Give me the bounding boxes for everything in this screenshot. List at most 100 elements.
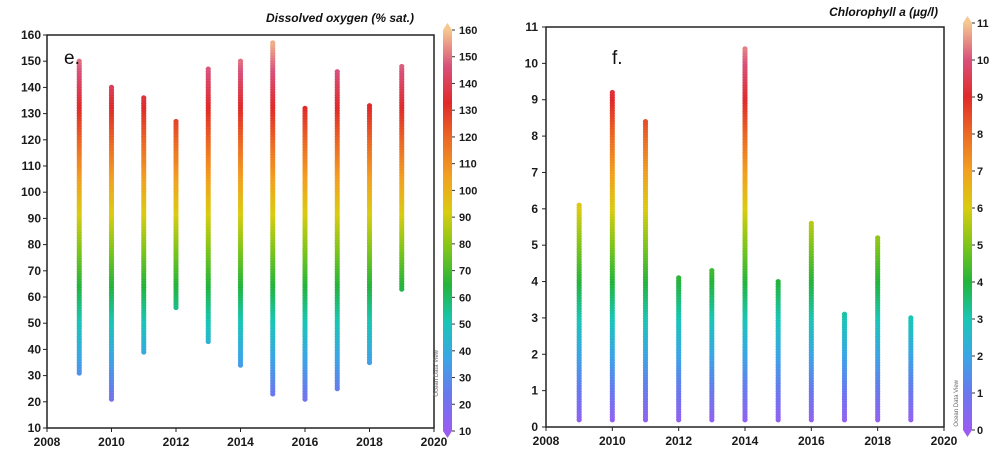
- data-point: [742, 46, 748, 52]
- data-column-2012: [676, 275, 682, 423]
- x-tick-label: 2018: [864, 434, 891, 448]
- x-tick-label: 2008: [533, 434, 560, 448]
- colorbar-tick-label: 9: [977, 92, 983, 104]
- colorbar-tick-label: 0: [977, 425, 983, 437]
- x-tick-label: 2012: [163, 435, 190, 449]
- data-column-2011: [642, 118, 649, 423]
- data-point: [366, 103, 373, 109]
- panel-label: f.: [612, 48, 623, 69]
- colorbar-title: Dissolved oxygen (% sat.): [266, 11, 414, 25]
- y-tick-label: 90: [28, 211, 42, 225]
- colorbar-tick-label: 2: [977, 351, 983, 363]
- data-column-2018: [366, 103, 373, 366]
- data-point: [576, 202, 582, 208]
- dissolved-oxygen-panel: 10 20 30 40 50 60 70 80 90 100 110 120 130 140 150 160 2…: [21, 11, 477, 449]
- y-tick-label: 7: [531, 165, 538, 179]
- y-tick-label: 130: [21, 107, 41, 121]
- data-point: [808, 220, 814, 226]
- y-tick-label: 120: [21, 133, 41, 147]
- data-column-2016: [808, 220, 814, 423]
- colorbar-tick-label: 50: [459, 319, 471, 331]
- y-tick-label: 50: [28, 316, 42, 330]
- data-column-2012: [173, 118, 179, 311]
- colorbar-tick-label: 10: [977, 55, 989, 67]
- colorbar-tick-label: 6: [977, 203, 983, 215]
- y-tick-label: 20: [28, 395, 42, 409]
- y-tick-label: 6: [531, 202, 538, 216]
- colorbar-tick-label: 140: [459, 78, 477, 90]
- y-tick-label: 4: [531, 275, 538, 289]
- colorbar: [443, 30, 452, 431]
- y-tick-label: 40: [28, 342, 42, 356]
- colorbar-tick-label: 80: [459, 239, 471, 251]
- y-tick-label: 100: [21, 185, 41, 199]
- colorbar-title: Chlorophyll a (µg/l): [829, 5, 938, 19]
- x-tick-label: 2010: [599, 434, 626, 448]
- data-point: [875, 235, 881, 241]
- data-point: [205, 66, 211, 72]
- data-column-2016: [302, 105, 308, 402]
- y-tick-label: 5: [531, 238, 538, 252]
- data-column-2019: [399, 63, 405, 292]
- y-tick-label: 160: [21, 28, 41, 42]
- data-point: [709, 268, 715, 274]
- colorbar-top-arrow: [963, 16, 972, 23]
- colorbar-tick-label: 11: [977, 18, 989, 30]
- data-column-2015: [270, 40, 276, 397]
- colorbar-top-arrow: [443, 23, 452, 30]
- colorbar-tick-label: 70: [459, 266, 471, 278]
- data-point: [908, 315, 914, 321]
- colorbar-tick-label: 160: [459, 25, 477, 37]
- data-point: [141, 95, 147, 101]
- x-tick-label: 2014: [732, 434, 759, 448]
- y-tick-label: 0: [531, 420, 538, 434]
- colorbar-bottom-arrow: [963, 430, 972, 437]
- colorbar-tick-label: 10: [459, 426, 471, 438]
- colorbar-tick-label: 5: [977, 240, 983, 252]
- data-column-2014: [237, 58, 244, 368]
- y-tick-label: 10: [28, 421, 42, 435]
- y-tick-label: 150: [21, 54, 41, 68]
- colorbar-tick-label: 4: [977, 277, 984, 289]
- colorbar-tick-label: 40: [459, 346, 471, 358]
- data-column-2019: [908, 315, 914, 423]
- data-column-2011: [141, 95, 147, 355]
- y-tick-label: 140: [21, 80, 41, 94]
- data-point: [237, 58, 244, 64]
- data-column-2013: [205, 66, 211, 345]
- ocean-data-view-watermark: Ocean Data View: [434, 349, 440, 396]
- data-point: [108, 84, 115, 90]
- y-tick-label: 8: [531, 129, 538, 143]
- data-column-2009: [76, 58, 82, 376]
- y-tick-label: 11: [525, 20, 538, 34]
- data-column-2014: [742, 46, 748, 423]
- y-tick-label: 1: [531, 384, 538, 398]
- data-point: [642, 118, 649, 125]
- x-tick-label: 2014: [227, 435, 254, 449]
- x-tick-label: 2018: [356, 435, 383, 449]
- x-tick-label: 2012: [665, 434, 692, 448]
- data-column-2010: [108, 84, 115, 402]
- colorbar-tick-label: 60: [459, 292, 471, 304]
- data-column-2018: [875, 235, 881, 423]
- y-tick-label: 70: [28, 264, 42, 278]
- data-point: [270, 40, 276, 46]
- x-tick-label: 2016: [798, 434, 825, 448]
- colorbar-tick-label: 30: [459, 373, 471, 385]
- data-point: [302, 105, 308, 111]
- y-tick-label: 2: [531, 347, 538, 361]
- data-point: [609, 89, 615, 96]
- colorbar-tick-label: 110: [459, 159, 477, 171]
- colorbar-tick-label: 3: [977, 314, 983, 326]
- colorbar-tick-label: 150: [459, 52, 477, 64]
- chlorophyll-panel: 0 1 2 3 4 5 6 7 8 9 10 11 2008 2010 2012 2014 2016 2018 2 0…: [525, 5, 990, 448]
- y-tick-label: 80: [28, 238, 42, 252]
- data-column-2017: [841, 311, 848, 423]
- colorbar-tick-label: 100: [459, 185, 477, 197]
- data-point: [76, 58, 82, 64]
- y-tick-label: 110: [22, 159, 42, 173]
- data-column-2010: [609, 89, 615, 423]
- data-column-2013: [709, 268, 715, 423]
- colorbar-tick-label: 90: [459, 212, 471, 224]
